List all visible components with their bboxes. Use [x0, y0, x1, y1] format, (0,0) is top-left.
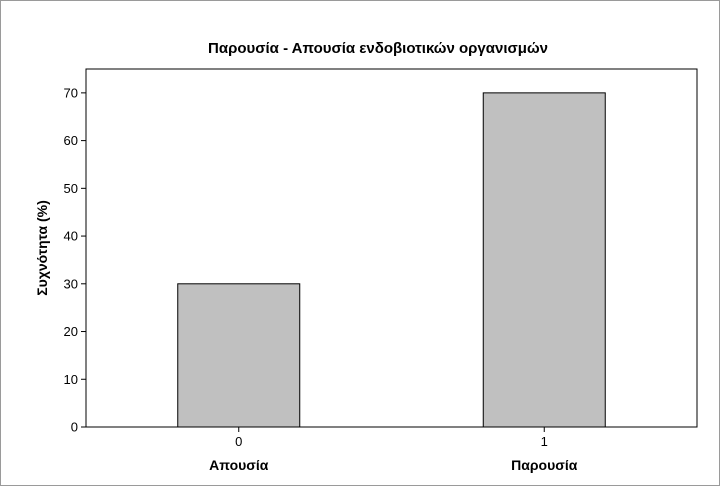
y-tick-label: 70 [64, 85, 78, 100]
x-tick-label: 1 [541, 434, 548, 449]
bar [177, 283, 301, 428]
y-axis-title: Συχνότητα (%) [34, 200, 50, 295]
y-axis-ticks: 0 10 20 30 40 50 60 70 [64, 85, 86, 435]
bar [482, 92, 606, 428]
y-tick-label: 20 [64, 324, 78, 339]
chart-title: Παρουσία - Απουσία ενδοβιοτικών οργανισμ… [208, 40, 548, 57]
y-tick-label: 50 [64, 181, 78, 196]
x-category-name: Απουσία [209, 457, 269, 473]
y-tick-label: 40 [64, 229, 78, 244]
y-tick-label: 30 [64, 276, 78, 291]
x-category-name: Παρουσία [511, 457, 578, 473]
bars-group [177, 92, 606, 428]
x-axis-ticks: 0 Απουσία 1 Παρουσία [209, 427, 578, 473]
y-tick-label: 60 [64, 133, 78, 148]
x-tick-label: 0 [235, 434, 242, 449]
y-tick-label: 10 [64, 372, 78, 387]
y-tick-label: 0 [71, 420, 78, 435]
